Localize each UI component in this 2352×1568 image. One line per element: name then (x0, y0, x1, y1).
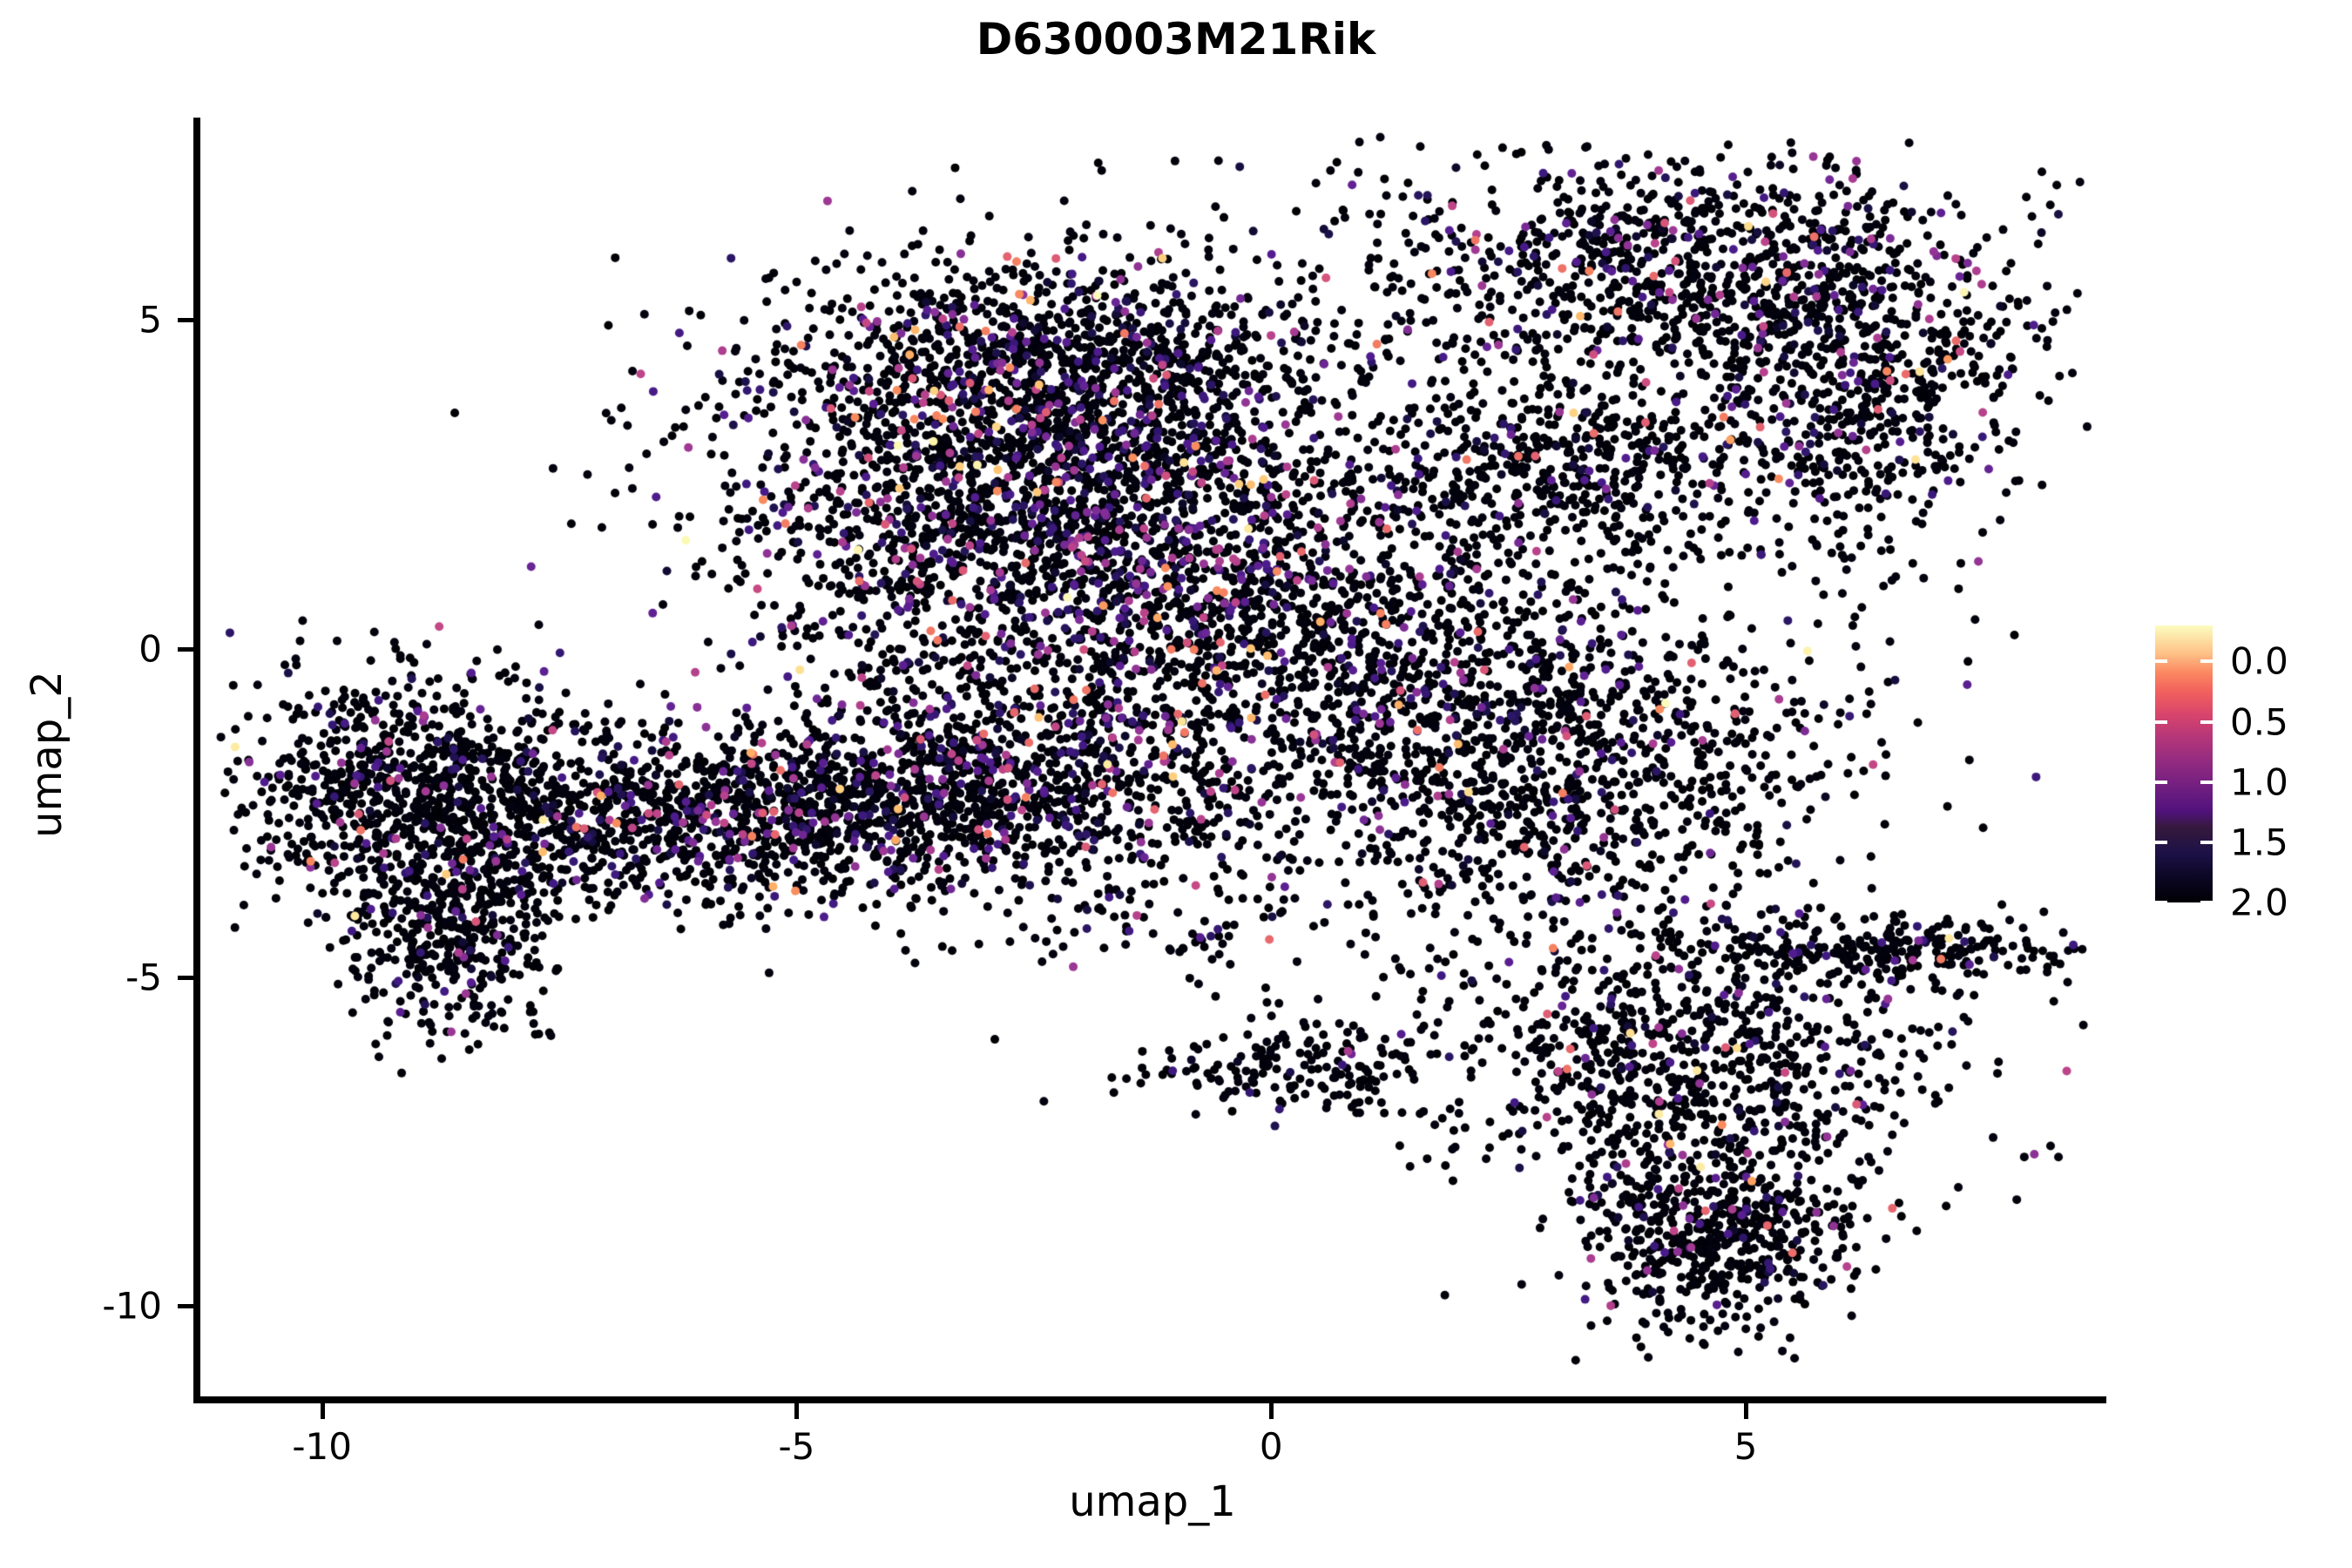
colorbar-tick-mark (2200, 901, 2213, 904)
colorbar-tick-mark (2200, 720, 2213, 724)
x-tick-label: 5 (1734, 1425, 1758, 1468)
colorbar-tick-label: 2.0 (2230, 881, 2288, 924)
x-tick-mark (1743, 1403, 1748, 1419)
colorbar-tick-mark (2155, 720, 2167, 724)
colorbar-tick-mark (2155, 780, 2167, 784)
colorbar-tick-mark (2155, 840, 2167, 844)
y-tick-label: -10 (102, 1284, 162, 1328)
colorbar-tick-mark (2200, 659, 2213, 664)
colorbar: 2.0 1.5 1.0 0.5 0.0 (2155, 625, 2329, 924)
scatter-plot-area (199, 123, 2106, 1398)
x-axis-spine (193, 1396, 2106, 1403)
y-tick-label: 0 (139, 627, 162, 671)
colorbar-tick-label: 0.0 (2230, 639, 2288, 683)
colorbar-tick-mark (2155, 659, 2167, 664)
colorbar-tick-label: 1.0 (2230, 760, 2288, 804)
x-tick-mark (794, 1403, 800, 1419)
y-tick-mark (178, 646, 193, 652)
y-axis-spine (193, 118, 200, 1403)
x-tick-label: 0 (1259, 1425, 1283, 1468)
colorbar-tick-mark (2155, 901, 2167, 904)
scatter-points-canvas (199, 123, 2106, 1398)
x-tick-label: -10 (292, 1425, 352, 1468)
x-tick-mark (320, 1403, 325, 1419)
y-tick-mark (178, 318, 193, 323)
x-axis-label: umap_1 (1069, 1477, 1236, 1526)
colorbar-tick-mark (2200, 840, 2213, 844)
y-axis-label: umap_2 (23, 671, 71, 838)
x-tick-mark (1269, 1403, 1274, 1419)
colorbar-tick-mark (2200, 780, 2213, 784)
y-tick-label: -5 (125, 956, 162, 999)
y-tick-mark (178, 976, 193, 981)
x-tick-label: -5 (778, 1425, 815, 1468)
y-tick-mark (178, 1304, 193, 1309)
colorbar-gradient (2155, 625, 2213, 902)
chart-title: D630003M21Rik (976, 14, 1376, 64)
y-tick-label: 5 (139, 298, 162, 341)
colorbar-tick-label: 1.5 (2230, 821, 2288, 864)
colorbar-tick-label: 0.5 (2230, 700, 2288, 744)
